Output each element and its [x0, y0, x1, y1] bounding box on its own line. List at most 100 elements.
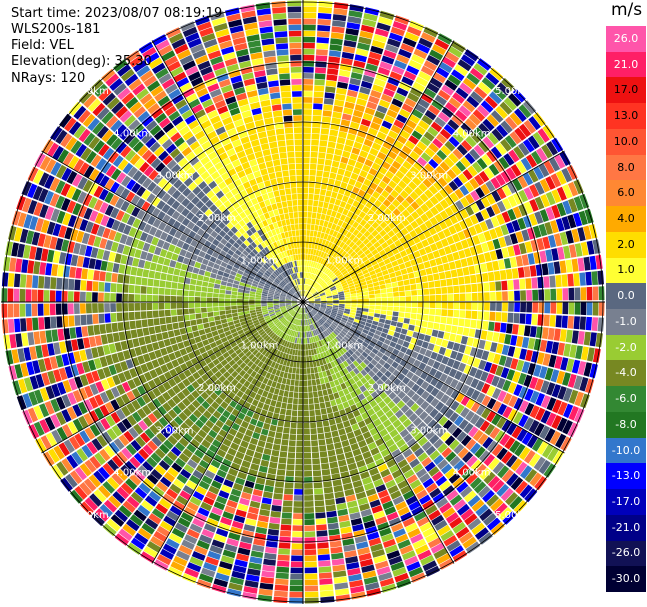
velocity-gate	[428, 509, 441, 521]
velocity-gate	[445, 397, 455, 408]
velocity-gate	[514, 290, 520, 301]
velocity-gate	[351, 353, 359, 360]
velocity-gate	[192, 371, 201, 380]
velocity-gate	[441, 286, 448, 294]
velocity-gate	[214, 246, 222, 254]
velocity-gate	[3, 256, 11, 272]
velocity-gate	[273, 493, 283, 500]
velocity-gate	[281, 365, 286, 372]
velocity-gate	[319, 291, 325, 295]
velocity-gate	[363, 325, 371, 331]
velocity-gate	[318, 0, 333, 8]
velocity-gate	[348, 83, 360, 92]
velocity-gate	[322, 315, 328, 320]
velocity-gate	[319, 272, 324, 278]
velocity-gate	[340, 280, 347, 285]
velocity-gate	[520, 157, 532, 171]
velocity-gate	[314, 298, 321, 300]
velocity-gate	[116, 293, 122, 302]
velocity-gate	[152, 486, 165, 498]
velocity-gate	[246, 410, 254, 418]
velocity-gate	[331, 386, 338, 394]
velocity-gate	[237, 341, 245, 348]
velocity-gate	[224, 363, 232, 371]
velocity-gate	[235, 431, 244, 440]
velocity-gate	[386, 310, 393, 316]
velocity-gate	[226, 317, 233, 323]
velocity-gate	[416, 353, 424, 362]
velocity-gate	[339, 162, 347, 170]
velocity-gate	[429, 308, 436, 315]
velocity-gate	[314, 299, 321, 301]
velocity-gate	[376, 22, 391, 32]
velocity-gate	[273, 305, 280, 309]
velocity-gate	[297, 416, 303, 423]
velocity-gate	[433, 273, 440, 281]
velocity-gate	[583, 225, 592, 240]
velocity-gate	[263, 313, 270, 317]
velocity-gate	[353, 141, 363, 150]
velocity-gate	[258, 353, 264, 361]
velocity-gate	[359, 235, 367, 242]
velocity-gate	[158, 302, 165, 310]
velocity-gate	[313, 397, 319, 404]
velocity-gate	[305, 278, 308, 285]
velocity-gate	[146, 302, 153, 311]
velocity-gate	[352, 167, 361, 175]
velocity-gate	[434, 94, 447, 106]
velocity-gate	[453, 293, 460, 302]
velocity-gate	[354, 104, 366, 113]
velocity-gate	[55, 396, 66, 410]
velocity-gate	[250, 363, 257, 370]
velocity-gate	[363, 295, 369, 299]
velocity-gate	[75, 267, 83, 279]
velocity-gate	[422, 314, 429, 321]
velocity-gate	[448, 97, 462, 109]
velocity-gate	[374, 28, 389, 38]
velocity-gate	[275, 572, 289, 579]
velocity-gate	[366, 422, 376, 431]
velocity-gate	[344, 34, 358, 42]
velocity-gate	[402, 124, 414, 135]
velocity-gate	[461, 468, 474, 481]
velocity-gate	[392, 287, 399, 292]
velocity-gate	[279, 451, 288, 458]
velocity-gate	[404, 97, 417, 108]
velocity-gate	[323, 104, 333, 111]
velocity-gate	[228, 494, 240, 503]
velocity-gate	[465, 310, 472, 319]
velocity-gate	[277, 463, 286, 470]
velocity-gate	[444, 435, 456, 446]
velocity-gate	[577, 361, 587, 376]
velocity-gate	[25, 303, 32, 317]
velocity-gate	[487, 475, 501, 489]
velocity-gate	[156, 525, 171, 537]
velocity-gate	[579, 377, 589, 392]
velocity-gate	[562, 288, 569, 301]
velocity-gate	[367, 217, 375, 226]
velocity-gate	[317, 366, 322, 373]
velocity-gate	[164, 302, 171, 310]
velocity-gate	[293, 513, 303, 519]
velocity-gate	[154, 246, 162, 256]
velocity-gate	[208, 512, 221, 522]
velocity-gate	[144, 518, 159, 530]
velocity-gate	[150, 536, 165, 548]
velocity-gate	[287, 458, 295, 465]
velocity-gate	[555, 170, 567, 185]
velocity-gate	[303, 452, 312, 459]
velocity-gate	[329, 540, 342, 548]
velocity-gate	[94, 335, 103, 346]
velocity-gate	[441, 302, 448, 309]
velocity-gate	[318, 146, 327, 153]
velocity-gate	[441, 56, 456, 68]
velocity-gate	[93, 489, 107, 503]
velocity-gate	[209, 383, 218, 392]
velocity-gate	[333, 105, 344, 113]
velocity-gate	[428, 185, 439, 195]
velocity-gate	[251, 399, 259, 407]
velocity-gate	[450, 269, 458, 278]
velocity-gate	[362, 269, 369, 275]
velocity-gate	[371, 366, 379, 374]
velocity-gate	[375, 438, 385, 447]
